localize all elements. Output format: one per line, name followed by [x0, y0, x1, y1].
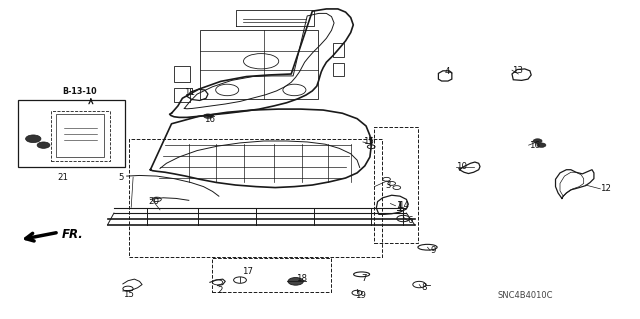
Circle shape — [537, 143, 546, 147]
Text: 11: 11 — [184, 88, 195, 97]
Text: 10: 10 — [456, 162, 467, 171]
Text: 22: 22 — [28, 141, 38, 150]
Text: 4: 4 — [445, 67, 451, 76]
Circle shape — [533, 139, 542, 143]
Circle shape — [204, 114, 212, 118]
Text: 12: 12 — [600, 184, 611, 193]
Text: 3: 3 — [385, 181, 391, 189]
Text: 7: 7 — [362, 274, 367, 283]
Circle shape — [288, 278, 303, 285]
Text: 16: 16 — [529, 141, 540, 150]
Circle shape — [37, 142, 50, 148]
Text: 1: 1 — [396, 201, 401, 210]
Text: SNC4B4010C: SNC4B4010C — [497, 291, 552, 300]
Text: 18: 18 — [296, 274, 307, 283]
Text: 6: 6 — [408, 216, 413, 225]
Text: 20: 20 — [148, 197, 159, 206]
Text: 16: 16 — [204, 115, 214, 124]
Text: 2: 2 — [218, 286, 223, 295]
Text: 17: 17 — [40, 137, 51, 145]
Text: B-13-10: B-13-10 — [63, 87, 97, 96]
Text: 13: 13 — [512, 66, 523, 75]
Text: 5: 5 — [118, 173, 124, 182]
Text: 9: 9 — [430, 246, 435, 255]
Circle shape — [26, 135, 41, 143]
Text: 17: 17 — [242, 267, 253, 276]
Text: 8: 8 — [421, 283, 427, 292]
Text: 15: 15 — [123, 290, 134, 299]
Text: 15: 15 — [363, 137, 374, 146]
Text: 21: 21 — [57, 173, 68, 182]
Text: 14: 14 — [398, 201, 409, 210]
Text: FR.: FR. — [61, 228, 83, 241]
FancyBboxPatch shape — [18, 100, 125, 167]
Text: 19: 19 — [355, 291, 366, 300]
